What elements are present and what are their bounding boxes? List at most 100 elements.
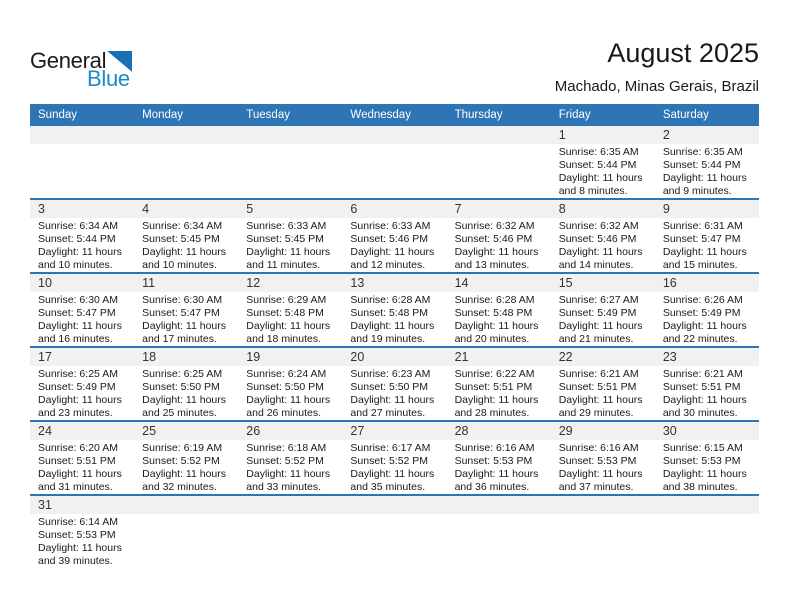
day-number: 22 (550, 348, 655, 366)
week-row: 17 Sunrise: 6:25 AM Sunset: 5:49 PM Dayligh… (30, 347, 759, 422)
day-details (342, 514, 446, 568)
day-cell: 27 Sunrise: 6:17 AM Sunset: 5:52 PM Dayligh… (342, 421, 447, 496)
day-details: Sunrise: 6:21 AM Sunset: 5:51 PM Daylight:… (655, 366, 759, 420)
calendar-table: Sunday Monday Tuesday Wednesday Thursday Frid… (30, 104, 759, 568)
sunrise-line: Sunrise: 6:23 AM (350, 368, 431, 380)
sunrise-line: Sunrise: 6:29 AM (246, 294, 327, 306)
day-number: 28 (446, 422, 551, 440)
week-row: 31 Sunrise: 6:14 AM Sunset: 5:53 PM Dayligh… (30, 495, 759, 568)
empty-day-cell (238, 495, 343, 568)
weekday-header-thursday: Thursday (446, 104, 551, 126)
daylight-line: Daylight: 11 hours and 13 minutes. (454, 246, 539, 271)
day-details: Sunrise: 6:34 AM Sunset: 5:45 PM Daylight:… (134, 218, 238, 272)
sunrise-line: Sunrise: 6:33 AM (246, 220, 327, 232)
day-details: Sunrise: 6:27 AM Sunset: 5:49 PM Daylight:… (551, 292, 655, 346)
sunrise-line: Sunrise: 6:16 AM (454, 442, 535, 454)
logo-text-general-row: General (30, 48, 133, 73)
day-cell: 17 Sunrise: 6:25 AM Sunset: 5:49 PM Dayligh… (30, 347, 135, 422)
day-details: Sunrise: 6:26 AM Sunset: 5:49 PM Daylight:… (655, 292, 759, 346)
day-details: Sunrise: 6:29 AM Sunset: 5:48 PM Daylight:… (238, 292, 342, 346)
sunset-line: Sunset: 5:51 PM (558, 381, 637, 393)
day-number: 25 (134, 422, 239, 440)
day-number (238, 496, 343, 514)
day-cell: 18 Sunrise: 6:25 AM Sunset: 5:50 PM Dayligh… (134, 347, 239, 422)
sunrise-line: Sunrise: 6:33 AM (350, 220, 431, 232)
sunset-line: Sunset: 5:47 PM (662, 233, 741, 245)
day-details: Sunrise: 6:32 AM Sunset: 5:46 PM Daylight:… (447, 218, 551, 272)
day-cell: 30 Sunrise: 6:15 AM Sunset: 5:53 PM Dayligh… (654, 421, 759, 496)
day-number: 18 (134, 348, 239, 366)
day-cell: 26 Sunrise: 6:18 AM Sunset: 5:52 PM Dayligh… (238, 421, 343, 496)
day-number (654, 496, 759, 514)
day-number (446, 126, 551, 144)
month-title: August 2025 (607, 38, 759, 68)
daylight-line: Daylight: 11 hours and 10 minutes. (38, 246, 122, 271)
day-cell: 15 Sunrise: 6:27 AM Sunset: 5:49 PM Dayligh… (550, 273, 655, 348)
day-cell: 25 Sunrise: 6:19 AM Sunset: 5:52 PM Dayligh… (134, 421, 239, 496)
daylight-line: Daylight: 11 hours and 38 minutes. (662, 468, 747, 493)
daylight-line: Daylight: 11 hours and 31 minutes. (38, 468, 122, 493)
day-number: 4 (134, 200, 239, 218)
day-cell: 16 Sunrise: 6:26 AM Sunset: 5:49 PM Dayligh… (654, 273, 759, 348)
sunrise-line: Sunrise: 6:24 AM (246, 368, 327, 380)
sunrise-line: Sunrise: 6:21 AM (662, 368, 743, 380)
empty-day-cell (446, 126, 551, 200)
day-details: Sunrise: 6:21 AM Sunset: 5:51 PM Daylight:… (551, 366, 655, 420)
day-cell: 13 Sunrise: 6:28 AM Sunset: 5:48 PM Dayligh… (342, 273, 447, 348)
weekday-header-wednesday: Wednesday (342, 104, 447, 126)
sunrise-line: Sunrise: 6:27 AM (558, 294, 639, 306)
sunset-line: Sunset: 5:47 PM (142, 307, 220, 319)
daylight-line: Daylight: 11 hours and 12 minutes. (350, 246, 435, 271)
day-details: Sunrise: 6:32 AM Sunset: 5:46 PM Daylight:… (551, 218, 655, 272)
sunset-line: Sunset: 5:52 PM (246, 455, 324, 467)
day-number (30, 126, 135, 144)
day-number: 5 (238, 200, 343, 218)
day-cell: 21 Sunrise: 6:22 AM Sunset: 5:51 PM Dayligh… (446, 347, 551, 422)
day-details: Sunrise: 6:15 AM Sunset: 5:53 PM Daylight:… (655, 440, 759, 494)
daylight-line: Daylight: 11 hours and 17 minutes. (142, 320, 226, 345)
daylight-line: Daylight: 11 hours and 11 minutes. (246, 246, 331, 271)
empty-day-cell (134, 126, 239, 200)
day-details: Sunrise: 6:33 AM Sunset: 5:45 PM Daylight:… (238, 218, 342, 272)
day-number: 27 (342, 422, 447, 440)
day-number (550, 496, 655, 514)
day-number (342, 496, 447, 514)
day-details: Sunrise: 6:17 AM Sunset: 5:52 PM Daylight:… (342, 440, 446, 494)
day-details: Sunrise: 6:35 AM Sunset: 5:44 PM Daylight:… (551, 144, 655, 198)
day-number: 2 (654, 126, 759, 144)
sunset-line: Sunset: 5:44 PM (662, 159, 741, 171)
day-cell: 24 Sunrise: 6:20 AM Sunset: 5:51 PM Dayligh… (30, 421, 135, 496)
sunset-line: Sunset: 5:50 PM (350, 381, 429, 393)
daylight-line: Daylight: 11 hours and 21 minutes. (558, 320, 643, 345)
logo-text-general: General (30, 48, 107, 73)
empty-day-cell (342, 126, 447, 200)
daylight-line: Daylight: 11 hours and 36 minutes. (454, 468, 539, 493)
day-details: Sunrise: 6:24 AM Sunset: 5:50 PM Daylight:… (238, 366, 342, 420)
sunrise-line: Sunrise: 6:28 AM (454, 294, 535, 306)
sunset-line: Sunset: 5:46 PM (454, 233, 533, 245)
sunset-line: Sunset: 5:44 PM (558, 159, 637, 171)
daylight-line: Daylight: 11 hours and 8 minutes. (558, 172, 643, 197)
sunset-line: Sunset: 5:52 PM (350, 455, 429, 467)
empty-day-cell (550, 495, 655, 568)
day-details: Sunrise: 6:19 AM Sunset: 5:52 PM Daylight:… (134, 440, 238, 494)
day-details: Sunrise: 6:33 AM Sunset: 5:46 PM Daylight:… (342, 218, 446, 272)
day-number: 19 (238, 348, 343, 366)
sunset-line: Sunset: 5:45 PM (142, 233, 220, 245)
week-row: 10 Sunrise: 6:30 AM Sunset: 5:47 PM Dayligh… (30, 273, 759, 348)
day-cell: 1 Sunrise: 6:35 AM Sunset: 5:44 PM Daylight… (550, 126, 655, 200)
week-row: 1 Sunrise: 6:35 AM Sunset: 5:44 PM Daylight… (30, 126, 759, 200)
daylight-line: Daylight: 11 hours and 25 minutes. (142, 394, 226, 419)
day-details (447, 144, 551, 198)
day-cell: 22 Sunrise: 6:21 AM Sunset: 5:51 PM Dayligh… (550, 347, 655, 422)
sunset-line: Sunset: 5:46 PM (350, 233, 429, 245)
daylight-line: Daylight: 11 hours and 19 minutes. (350, 320, 435, 345)
sunrise-line: Sunrise: 6:22 AM (454, 368, 535, 380)
day-cell: 9 Sunrise: 6:31 AM Sunset: 5:47 PM Daylight… (654, 199, 759, 274)
sunrise-line: Sunrise: 6:21 AM (558, 368, 639, 380)
sunrise-line: Sunrise: 6:25 AM (142, 368, 223, 380)
header-titles: August 2025 Machado, Minas Gerais, Brazi… (555, 38, 759, 95)
sunset-line: Sunset: 5:44 PM (38, 233, 116, 245)
day-details: Sunrise: 6:28 AM Sunset: 5:48 PM Daylight:… (342, 292, 446, 346)
